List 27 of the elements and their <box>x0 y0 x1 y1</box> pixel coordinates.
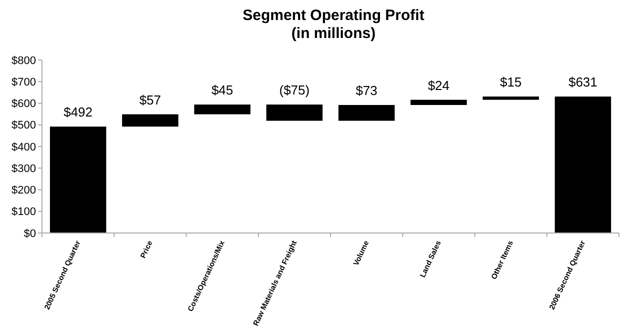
y-tick-label: $800 <box>12 54 36 67</box>
y-tick-label: $700 <box>12 76 36 88</box>
y-tick-label: $400 <box>12 141 36 154</box>
data-label: $24 <box>428 78 450 93</box>
y-tick-label: $200 <box>12 184 36 197</box>
y-tick-label: $100 <box>12 206 36 218</box>
data-label: $492 <box>64 104 93 120</box>
bar <box>266 104 323 121</box>
y-tick-label: $500 <box>12 120 36 132</box>
bar <box>50 126 106 233</box>
data-label: $631 <box>568 74 598 90</box>
y-tick-label: $600 <box>12 98 36 110</box>
bar <box>410 100 467 105</box>
chart-title: Segment Operating Profit <box>242 7 424 24</box>
bar <box>122 114 178 127</box>
y-tick-label: $300 <box>12 162 36 175</box>
data-label: $73 <box>356 82 378 98</box>
bar <box>338 104 395 121</box>
bar <box>194 104 250 114</box>
bar <box>554 96 612 233</box>
data-label: ($75) <box>279 82 310 98</box>
data-label: $57 <box>139 92 162 108</box>
bar <box>482 96 539 100</box>
data-label: $15 <box>500 74 522 90</box>
data-label: $45 <box>211 82 234 98</box>
chart-subtitle: (in millions) <box>291 25 376 42</box>
y-tick-label: $0 <box>24 228 36 240</box>
